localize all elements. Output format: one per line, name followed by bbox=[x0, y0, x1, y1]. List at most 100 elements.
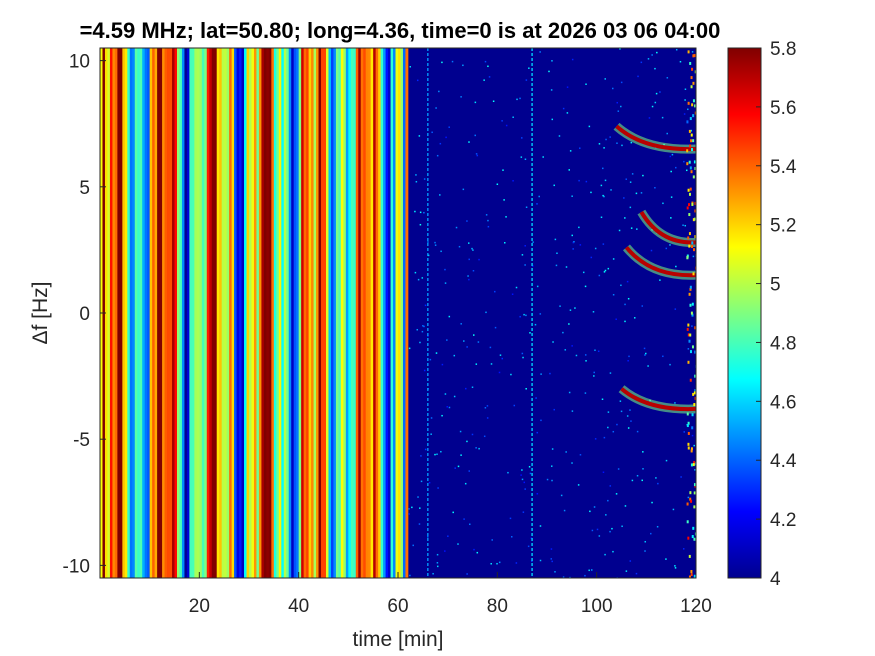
noise-speckle bbox=[685, 169, 688, 172]
spectrogram-column bbox=[194, 48, 198, 578]
noise-speckle bbox=[596, 528, 599, 531]
noise-speckle bbox=[550, 89, 553, 91]
noise-speckle bbox=[466, 573, 468, 575]
noise-speckle bbox=[439, 194, 441, 196]
noise-speckle bbox=[424, 304, 427, 307]
noise-speckle bbox=[657, 482, 659, 485]
edge-speckle bbox=[687, 323, 690, 327]
noise-speckle bbox=[627, 360, 629, 362]
noise-speckle bbox=[617, 468, 620, 470]
edge-speckle bbox=[688, 192, 691, 196]
noise-speckle bbox=[498, 371, 501, 374]
spectrogram-column bbox=[258, 48, 262, 578]
spectrogram-column bbox=[159, 48, 163, 578]
spectrogram-column bbox=[142, 48, 146, 578]
spectrogram-column bbox=[298, 48, 302, 578]
spectrogram-column bbox=[209, 48, 213, 578]
noise-speckle bbox=[436, 562, 439, 564]
edge-speckle bbox=[690, 170, 693, 174]
noise-speckle bbox=[662, 202, 664, 205]
noise-speckle bbox=[464, 482, 467, 485]
edge-speckle bbox=[689, 117, 692, 121]
noise-speckle bbox=[550, 548, 553, 550]
noise-speckle bbox=[546, 478, 549, 481]
noise-speckle bbox=[573, 241, 575, 243]
spectrogram-column bbox=[335, 48, 339, 578]
noise-speckle bbox=[475, 363, 478, 365]
noise-speckle bbox=[520, 474, 522, 476]
spectrogram-column bbox=[276, 48, 280, 578]
noise-speckle bbox=[656, 51, 658, 54]
edge-speckle bbox=[694, 326, 696, 330]
noise-speckle bbox=[675, 48, 678, 51]
y-tick-label: 5 bbox=[79, 178, 90, 199]
spectrogram-column bbox=[283, 48, 287, 578]
noise-speckle bbox=[525, 206, 528, 209]
noise-speckle bbox=[555, 264, 558, 267]
noise-speckle bbox=[635, 572, 638, 575]
chart-title: =4.59 MHz; lat=50.80; long=4.36, time=0 … bbox=[80, 18, 721, 43]
edge-speckle bbox=[688, 575, 691, 578]
noise-speckle bbox=[630, 227, 633, 229]
edge-speckle bbox=[693, 537, 696, 541]
noise-speckle bbox=[494, 290, 496, 293]
spectrogram-column bbox=[373, 48, 377, 578]
noise-speckle bbox=[428, 481, 431, 484]
noise-speckle bbox=[665, 459, 668, 462]
noise-speckle bbox=[491, 539, 493, 541]
noise-speckle bbox=[420, 455, 422, 457]
noise-speckle bbox=[505, 216, 507, 218]
noise-speckle bbox=[551, 479, 553, 482]
noise-speckle bbox=[566, 112, 569, 114]
noise-speckle bbox=[440, 250, 442, 253]
noise-speckle bbox=[659, 91, 661, 93]
noise-speckle bbox=[598, 535, 601, 537]
noise-speckle bbox=[429, 358, 432, 361]
noise-speckle bbox=[615, 493, 618, 495]
noise-speckle bbox=[694, 469, 696, 471]
noise-speckle bbox=[592, 311, 595, 313]
noise-speckle bbox=[409, 574, 411, 577]
spectrogram-column bbox=[393, 48, 396, 578]
edge-speckle bbox=[688, 160, 691, 164]
spectrogram-column bbox=[246, 48, 250, 578]
noise-speckle bbox=[446, 339, 448, 341]
noise-speckle bbox=[669, 155, 672, 158]
spectrogram-column bbox=[360, 48, 364, 578]
noise-speckle bbox=[536, 203, 538, 205]
noise-speckle bbox=[457, 465, 460, 468]
noise-speckle bbox=[418, 135, 421, 137]
edge-speckle bbox=[690, 573, 693, 577]
noise-speckle bbox=[644, 352, 647, 355]
noise-speckle bbox=[520, 156, 523, 158]
spectrogram-column bbox=[358, 48, 362, 578]
spectrogram-column bbox=[390, 48, 394, 578]
noise-speckle bbox=[409, 66, 412, 68]
noise-speckle bbox=[525, 388, 527, 390]
edge-speckle bbox=[690, 85, 693, 89]
noise-speckle bbox=[441, 61, 443, 64]
noise-speckle bbox=[675, 166, 677, 169]
edge-speckle bbox=[687, 442, 690, 446]
noise-speckle bbox=[501, 120, 503, 122]
spectrogram-column bbox=[157, 48, 160, 578]
noise-speckle bbox=[594, 438, 597, 440]
noise-speckle bbox=[488, 76, 491, 78]
noise-speckle bbox=[444, 282, 447, 284]
noise-speckle bbox=[604, 78, 606, 80]
spectrogram-column bbox=[261, 48, 265, 578]
colorbar-tick-label: 4.6 bbox=[770, 392, 796, 413]
y-tick-label: 10 bbox=[69, 52, 90, 73]
noise-speckle bbox=[476, 154, 479, 157]
spectrogram-column bbox=[204, 48, 208, 578]
noise-speckle bbox=[655, 477, 657, 479]
noise-speckle bbox=[436, 553, 439, 556]
edge-speckle bbox=[691, 345, 694, 349]
spectrogram-column bbox=[224, 48, 228, 578]
spectrogram-column bbox=[109, 48, 113, 578]
noise-speckle bbox=[422, 325, 424, 327]
noise-speckle bbox=[637, 75, 639, 78]
noise-speckle bbox=[490, 562, 492, 565]
noise-speckle bbox=[475, 447, 477, 449]
noise-speckle bbox=[427, 536, 429, 538]
